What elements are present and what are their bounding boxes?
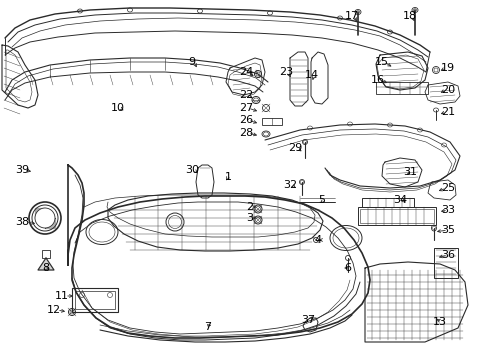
Text: 33: 33 (441, 205, 455, 215)
Text: 11: 11 (55, 291, 69, 301)
Text: 9: 9 (189, 57, 196, 67)
Text: 6: 6 (344, 263, 351, 273)
Text: 34: 34 (393, 195, 407, 205)
Text: 32: 32 (283, 180, 297, 190)
Text: 8: 8 (43, 263, 49, 273)
Text: 17: 17 (345, 11, 359, 21)
Text: 7: 7 (204, 322, 212, 332)
Text: 35: 35 (441, 225, 455, 235)
Text: 1: 1 (224, 172, 231, 182)
Text: 30: 30 (185, 165, 199, 175)
Bar (434, 248, 458, 278)
Bar (42, 250, 50, 258)
Text: 28: 28 (239, 128, 253, 138)
Bar (72, 288, 118, 312)
Bar (358, 207, 436, 225)
Text: 19: 19 (441, 63, 455, 73)
Text: 18: 18 (403, 11, 417, 21)
Text: 37: 37 (301, 315, 315, 325)
Text: 22: 22 (239, 90, 253, 100)
Text: 14: 14 (305, 70, 319, 80)
Text: 39: 39 (15, 165, 29, 175)
Text: 15: 15 (375, 57, 389, 67)
Text: 27: 27 (239, 103, 253, 113)
Text: 20: 20 (441, 85, 455, 95)
Text: 2: 2 (246, 202, 253, 212)
Text: 36: 36 (441, 250, 455, 260)
Text: 38: 38 (15, 217, 29, 227)
Text: 26: 26 (239, 115, 253, 125)
Text: 5: 5 (318, 195, 325, 205)
Text: 24: 24 (239, 67, 253, 77)
Polygon shape (45, 218, 55, 228)
Text: 25: 25 (441, 183, 455, 193)
Bar (362, 198, 414, 207)
Text: 16: 16 (371, 75, 385, 85)
Text: 31: 31 (403, 167, 417, 177)
Bar (376, 82, 428, 94)
Text: 21: 21 (441, 107, 455, 117)
Bar (262, 118, 282, 125)
Polygon shape (35, 208, 45, 218)
Text: 13: 13 (433, 317, 447, 327)
Text: 10: 10 (111, 103, 125, 113)
Text: 12: 12 (47, 305, 61, 315)
Ellipse shape (35, 208, 55, 228)
Polygon shape (38, 258, 54, 270)
Text: 23: 23 (279, 67, 293, 77)
Text: 4: 4 (315, 235, 321, 245)
Text: 29: 29 (288, 143, 302, 153)
Bar (360, 209, 434, 223)
Bar (75, 291, 115, 309)
Text: 3: 3 (246, 213, 253, 223)
